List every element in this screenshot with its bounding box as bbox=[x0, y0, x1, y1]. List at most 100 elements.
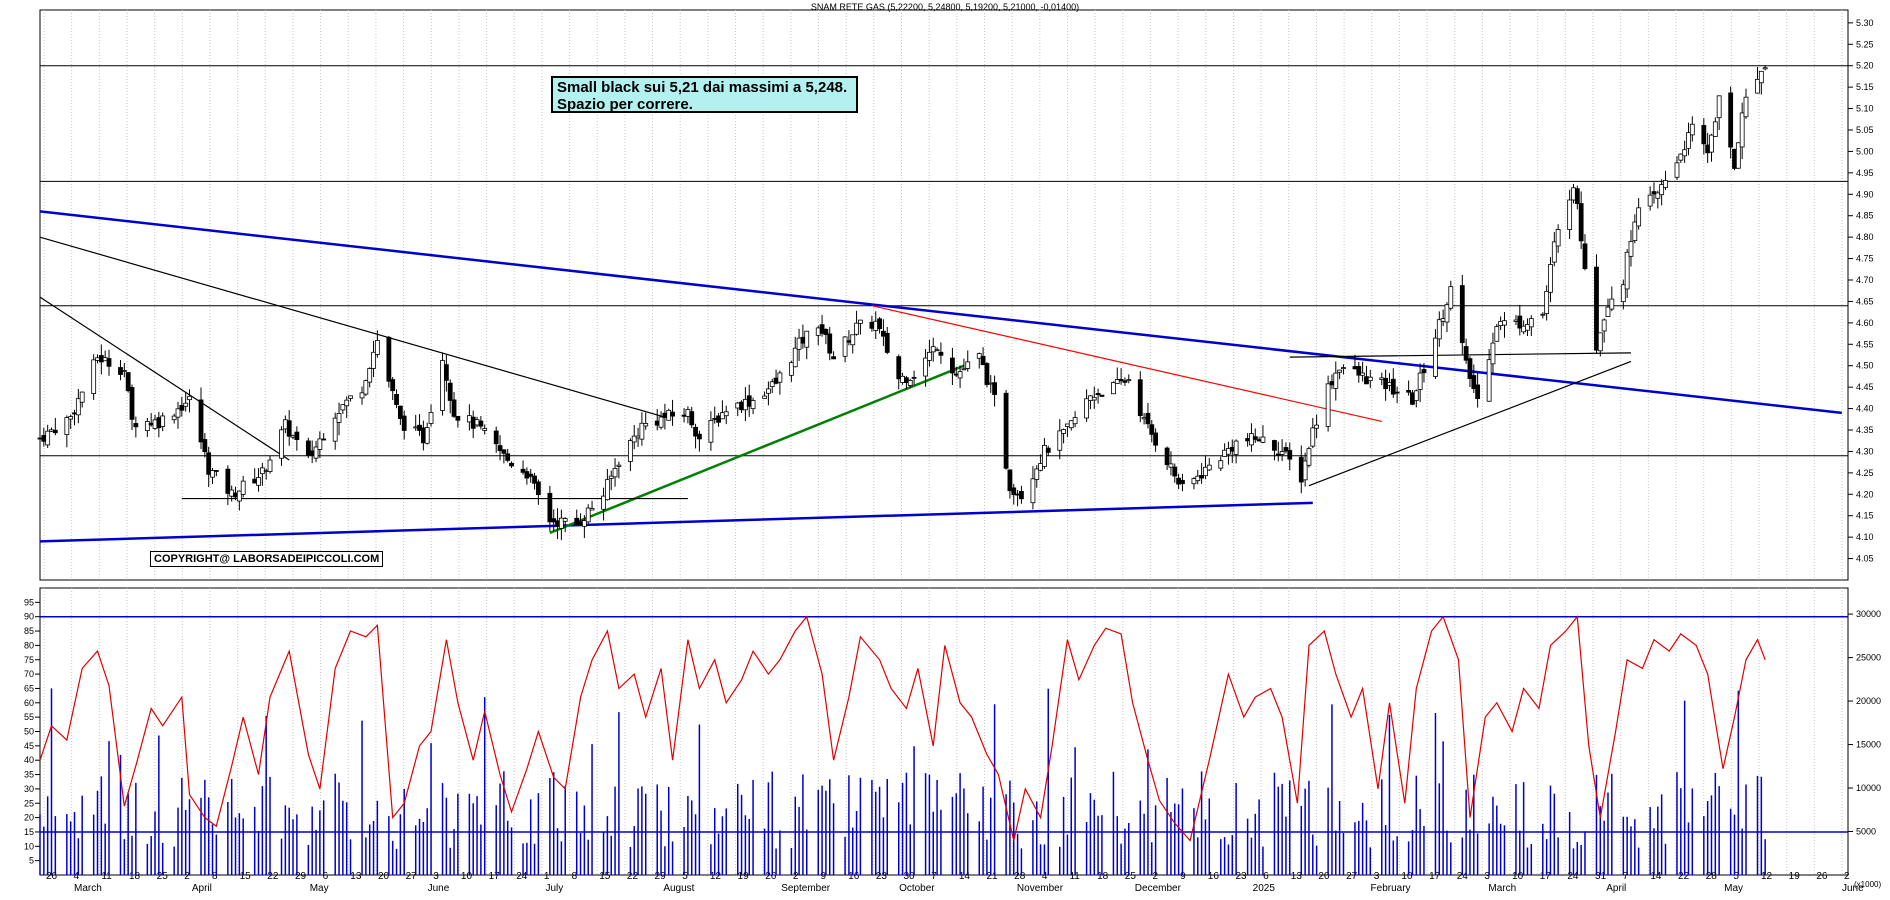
x-day-tick-label: 6 bbox=[323, 871, 329, 882]
x-day-tick-label: 27 bbox=[1346, 871, 1358, 882]
candle-body bbox=[1306, 448, 1312, 466]
candle-body bbox=[766, 388, 771, 394]
x-day-tick-label: 11 bbox=[1069, 871, 1080, 882]
candle-body bbox=[1689, 123, 1695, 136]
candle-body bbox=[1068, 420, 1074, 429]
candle-body bbox=[1360, 372, 1366, 376]
candle-body bbox=[712, 418, 718, 420]
price-ytick-label: 4.45 bbox=[1856, 382, 1874, 392]
x-day-tick-label: 31 bbox=[1595, 871, 1607, 882]
price-ytick-label: 4.60 bbox=[1856, 318, 1874, 328]
candle-body bbox=[156, 417, 162, 429]
x-day-tick-label: 15 bbox=[599, 871, 611, 882]
candle-body bbox=[1594, 266, 1599, 351]
candle-body bbox=[1651, 191, 1657, 195]
candle-body bbox=[1659, 184, 1665, 196]
candle-body bbox=[1252, 436, 1258, 440]
x-day-tick-label: 9 bbox=[1180, 871, 1186, 882]
x-month-label: December bbox=[1135, 883, 1182, 894]
price-ytick-label: 5.05 bbox=[1856, 125, 1874, 135]
candle-body bbox=[1601, 319, 1607, 332]
candle-body bbox=[286, 420, 292, 437]
candle-body bbox=[1394, 391, 1400, 394]
candle-body bbox=[639, 422, 645, 440]
candle-body bbox=[213, 470, 219, 472]
x-day-tick-label: 3 bbox=[1484, 871, 1490, 882]
candle-body bbox=[482, 428, 488, 431]
osc-left-ytick-label: 5 bbox=[29, 856, 34, 866]
x-month-label: July bbox=[545, 883, 563, 894]
x-month-label: June bbox=[1842, 883, 1864, 894]
candle-body bbox=[1141, 417, 1147, 420]
candle-body bbox=[1034, 468, 1040, 480]
candle-body bbox=[455, 416, 461, 421]
volume-ytick-label: 25000 bbox=[1856, 653, 1881, 663]
osc-left-ytick-label: 30 bbox=[24, 784, 34, 794]
candle-body bbox=[992, 382, 997, 395]
candle-body bbox=[612, 468, 618, 478]
x-day-tick-label: 3 bbox=[1374, 871, 1380, 882]
candle-body bbox=[1333, 372, 1339, 389]
candle-body bbox=[1206, 464, 1212, 471]
candle-body bbox=[1502, 320, 1507, 326]
osc-left-ytick-label: 40 bbox=[24, 755, 34, 765]
x-day-tick-label: 22 bbox=[1678, 871, 1690, 882]
x-day-tick-label: 17 bbox=[489, 871, 501, 882]
candle-body bbox=[635, 435, 641, 439]
candle-body bbox=[198, 399, 204, 443]
candle-body bbox=[1245, 438, 1251, 442]
volume-ytick-label: 10000 bbox=[1856, 783, 1881, 793]
candle-body bbox=[79, 391, 85, 403]
x-day-tick-label: 21 bbox=[986, 871, 998, 882]
candle-body bbox=[121, 370, 127, 372]
candle-body bbox=[390, 379, 396, 392]
candle-body bbox=[662, 412, 668, 418]
candle-body bbox=[72, 412, 77, 415]
candle-body bbox=[873, 320, 879, 331]
x-day-tick-label: 10 bbox=[461, 871, 473, 882]
candle-body bbox=[976, 353, 982, 359]
candle-body bbox=[589, 508, 595, 511]
candle-body bbox=[95, 357, 100, 361]
candle-body bbox=[723, 411, 729, 417]
price-ytick-label: 4.25 bbox=[1856, 468, 1874, 478]
candle-body bbox=[1383, 377, 1389, 390]
candle-body bbox=[401, 415, 407, 431]
x-day-tick-label: 24 bbox=[516, 871, 528, 882]
candle-body bbox=[493, 430, 499, 445]
candle-body bbox=[1716, 95, 1722, 119]
candle-body bbox=[601, 495, 606, 510]
trendline bbox=[39, 236, 666, 418]
x-month-label: August bbox=[663, 883, 694, 894]
osc-left-ytick-label: 90 bbox=[24, 612, 34, 622]
candle-body bbox=[562, 518, 568, 522]
osc-left-ytick-label: 50 bbox=[24, 727, 34, 737]
candle-body bbox=[91, 359, 97, 394]
candle-body bbox=[1548, 264, 1553, 293]
candle-body bbox=[689, 411, 695, 426]
candle-body bbox=[627, 440, 633, 462]
candle-body bbox=[643, 423, 649, 427]
candle-body bbox=[1475, 384, 1481, 400]
candle-body bbox=[980, 355, 986, 366]
candle-body bbox=[1486, 359, 1492, 402]
candle-body bbox=[735, 402, 741, 409]
candle-body bbox=[1352, 366, 1358, 370]
candle-body bbox=[394, 393, 399, 405]
candle-body bbox=[907, 380, 913, 386]
candle-body bbox=[547, 492, 553, 523]
osc-left-ytick-label: 25 bbox=[24, 798, 34, 808]
x-day-tick-label: 28 bbox=[1014, 871, 1026, 882]
candle-body bbox=[1417, 372, 1423, 390]
candle-body bbox=[1222, 449, 1228, 457]
candle-body bbox=[1072, 417, 1078, 425]
candle-body bbox=[965, 361, 971, 369]
candle-body bbox=[927, 351, 932, 361]
price-ytick-label: 4.75 bbox=[1856, 254, 1874, 264]
osc-left-ytick-label: 95 bbox=[24, 597, 34, 607]
candle-body bbox=[1233, 440, 1239, 455]
x-day-tick-label: 2 bbox=[1152, 871, 1158, 882]
candle-body bbox=[363, 380, 369, 395]
candle-body bbox=[152, 419, 158, 429]
x-day-tick-label: 22 bbox=[267, 871, 279, 882]
